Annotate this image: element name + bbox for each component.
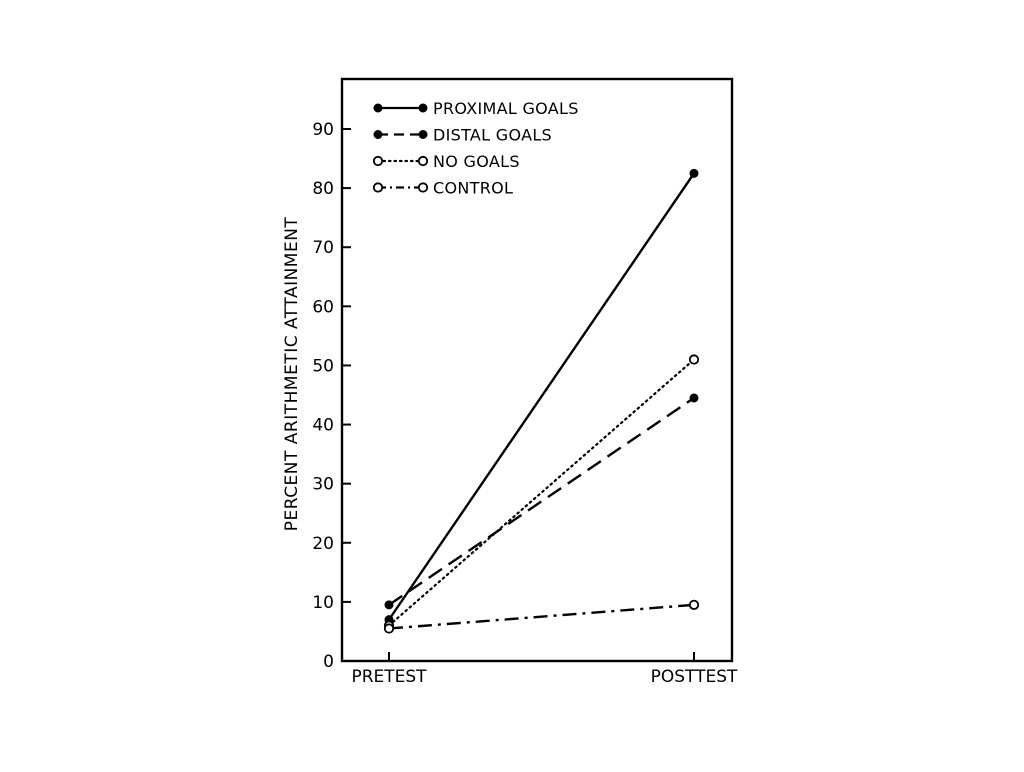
legend-item-proximal-goals: PROXIMAL GOALS bbox=[373, 99, 579, 118]
series-control bbox=[383, 599, 700, 634]
legend-label-proximal-goals: PROXIMAL GOALS bbox=[433, 99, 579, 118]
legend-marker-left-distal-goals bbox=[373, 130, 383, 139]
series-line-proximal-goals bbox=[388, 172, 695, 621]
legend-marker-right-control bbox=[417, 182, 429, 193]
legend-label-no-goals: NO GOALS bbox=[433, 152, 520, 171]
y-tick-label: 30 bbox=[312, 475, 334, 495]
data-point-proximal-goals bbox=[689, 168, 699, 178]
series-line-no-goals bbox=[387, 358, 696, 627]
x-tick-label: PRETEST bbox=[351, 667, 427, 687]
legend-marker-left-proximal-goals bbox=[373, 103, 383, 113]
legend: PROXIMAL GOALS DISTAL GOALS NO GOALS CONTRO… bbox=[372, 99, 579, 198]
series-distal-goals bbox=[384, 393, 699, 610]
data-point-distal-goals bbox=[384, 600, 394, 610]
legend-label-distal-goals: DISTAL GOALS bbox=[433, 126, 552, 145]
plot-frame bbox=[340, 77, 734, 663]
series-line-control bbox=[388, 603, 695, 630]
y-tick-label: 60 bbox=[312, 297, 334, 317]
data-point-control bbox=[688, 599, 700, 610]
series-line-distal-goals bbox=[388, 396, 695, 606]
axis-tick-layer: 0 10 20 30 40 50 60 70 80 90 PRETEST POSTTEST bbox=[312, 120, 738, 687]
y-tick-label: 80 bbox=[312, 179, 334, 199]
legend-marker-left-control bbox=[372, 182, 384, 193]
series-layer bbox=[383, 168, 700, 634]
legend-marker-right-distal-goals bbox=[418, 130, 428, 139]
legend-item-no-goals: NO GOALS bbox=[372, 152, 520, 171]
y-tick-label: 20 bbox=[312, 534, 334, 554]
legend-marker-right-no-goals bbox=[417, 155, 429, 167]
data-point-no-goals bbox=[688, 354, 700, 365]
legend-marker-left-no-goals bbox=[372, 155, 384, 167]
y-axis-title: PERCENT ARITHMETIC ATTAINMENT bbox=[282, 217, 302, 532]
y-tick-label: 90 bbox=[312, 120, 334, 140]
y-tick-label: 50 bbox=[312, 356, 334, 376]
legend-marker-right-proximal-goals bbox=[418, 103, 428, 113]
y-tick-label: 0 bbox=[323, 652, 334, 672]
data-point-control bbox=[383, 623, 395, 634]
plot-frame-layer bbox=[340, 77, 734, 663]
data-point-distal-goals bbox=[689, 393, 699, 403]
y-tick-label: 10 bbox=[312, 593, 334, 613]
legend-item-control: CONTROL bbox=[372, 179, 513, 198]
y-tick-label: 70 bbox=[312, 238, 334, 258]
legend-label-control: CONTROL bbox=[433, 179, 513, 198]
legend-item-distal-goals: DISTAL GOALS bbox=[373, 126, 552, 145]
y-tick-label: 40 bbox=[312, 416, 334, 436]
x-tick-label: POSTTEST bbox=[651, 667, 738, 687]
